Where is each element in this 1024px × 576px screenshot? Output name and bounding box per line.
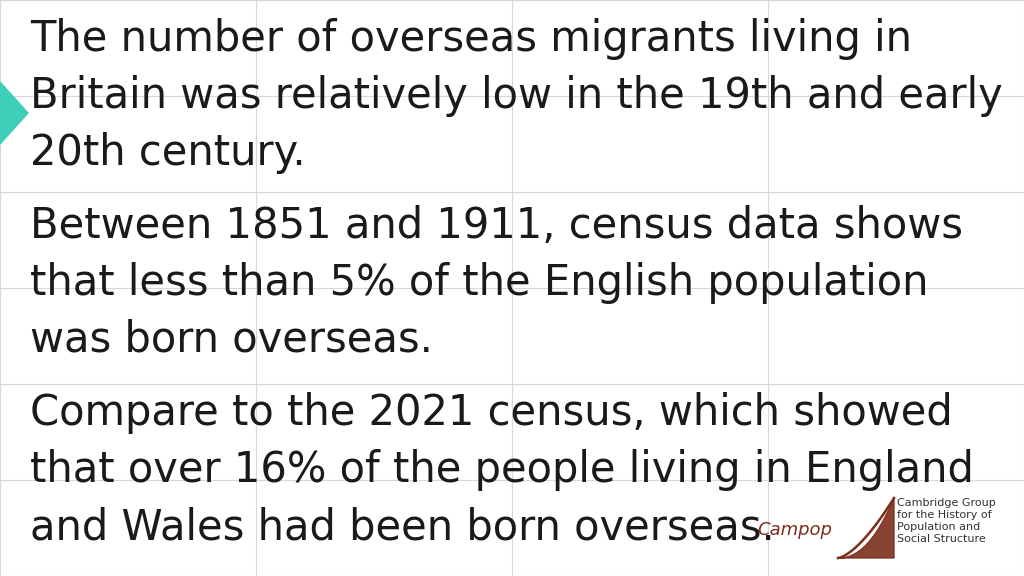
Text: Population and: Population and <box>897 522 980 532</box>
Text: that over 16% of the people living in England: that over 16% of the people living in En… <box>30 449 974 491</box>
Text: Britain was relatively low in the 19th and early: Britain was relatively low in the 19th a… <box>30 75 1002 117</box>
Text: Campop: Campop <box>757 521 831 539</box>
Text: was born overseas.: was born overseas. <box>30 319 433 361</box>
Polygon shape <box>0 82 28 144</box>
Text: Compare to the 2021 census, which showed: Compare to the 2021 census, which showed <box>30 392 952 434</box>
Text: Between 1851 and 1911, census data shows: Between 1851 and 1911, census data shows <box>30 205 963 247</box>
Text: that less than 5% of the English population: that less than 5% of the English populat… <box>30 262 929 304</box>
Text: The number of overseas migrants living in: The number of overseas migrants living i… <box>30 18 912 60</box>
Text: for the History of: for the History of <box>897 510 991 520</box>
Text: Social Structure: Social Structure <box>897 534 986 544</box>
Text: 20th century.: 20th century. <box>30 132 305 174</box>
Text: and Wales had been born overseas.: and Wales had been born overseas. <box>30 506 775 548</box>
Polygon shape <box>838 498 894 558</box>
Text: Cambridge Group: Cambridge Group <box>897 498 995 508</box>
